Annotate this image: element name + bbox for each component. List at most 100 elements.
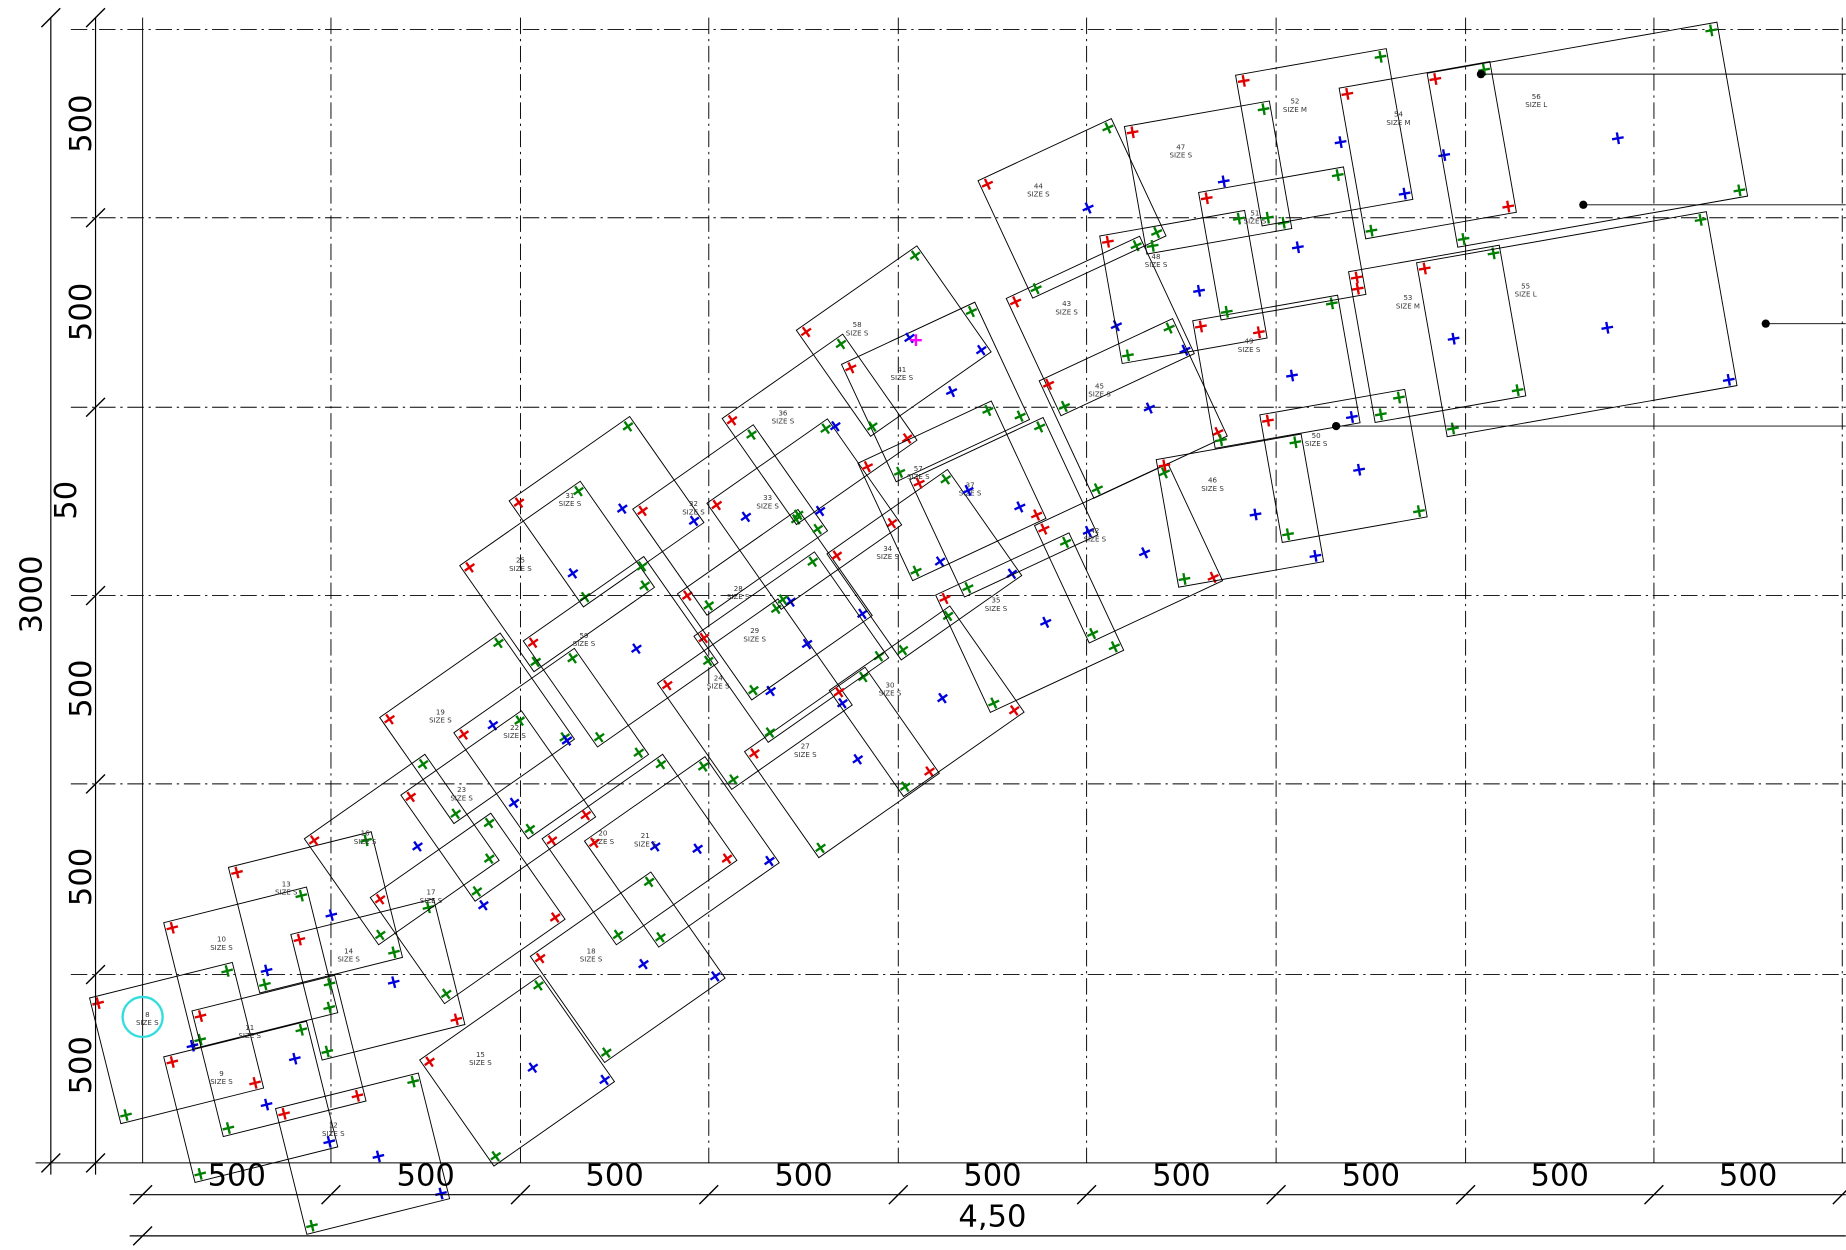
panel-number: 53 — [1403, 293, 1412, 302]
marker-cross — [857, 671, 869, 683]
marker-cross — [1193, 284, 1206, 297]
panel-size: SIZE S — [450, 793, 473, 802]
marker-cross — [1286, 369, 1299, 382]
marker-cross — [1334, 136, 1347, 149]
marker-cross — [508, 797, 520, 809]
marker-cross — [530, 656, 542, 668]
panel — [419, 974, 616, 1167]
panel-outline — [1155, 433, 1325, 588]
marker-cross — [702, 655, 714, 667]
panel-outline — [88, 961, 265, 1125]
marker-cross — [513, 497, 525, 509]
marker-cross — [852, 753, 864, 765]
marker-cross — [721, 853, 733, 865]
panel-number: 56 — [1532, 92, 1541, 101]
dim-label: 500 — [1342, 1159, 1400, 1194]
panel-outline — [1192, 294, 1361, 449]
panel — [88, 961, 265, 1125]
panel — [935, 532, 1125, 714]
panel-number: 13 — [282, 879, 291, 888]
marker-cross — [580, 809, 592, 821]
panel-number: 14 — [344, 946, 353, 955]
panel-number: 47 — [1176, 142, 1185, 151]
marker-cross — [492, 637, 504, 649]
marker-cross — [249, 1076, 262, 1089]
panel-size: SIZE S — [1201, 484, 1224, 493]
panel — [1198, 166, 1367, 321]
panel-number: 30 — [886, 680, 895, 689]
marker-cross — [1398, 187, 1411, 200]
marker-cross — [1705, 24, 1718, 37]
marker-cross — [746, 429, 758, 441]
dim-label: 500 — [64, 1036, 99, 1094]
marker-cross — [166, 1056, 179, 1068]
marker-cross — [987, 697, 1000, 709]
panel-number: 17 — [427, 888, 436, 897]
marker-cross — [800, 326, 812, 338]
panel-number: 22 — [510, 723, 519, 732]
marker-cross — [1082, 525, 1095, 538]
panel-number: 48 — [1152, 252, 1161, 261]
leader-dot — [1332, 421, 1341, 431]
marker-cross — [1237, 74, 1250, 87]
panel-size: SIZE S — [1305, 439, 1328, 448]
marker-cross — [1101, 235, 1114, 248]
marker-cross — [747, 684, 759, 696]
panel-outline — [656, 598, 853, 791]
marker-cross — [1261, 211, 1274, 224]
panel-size: SIZE M — [1386, 118, 1410, 127]
panel — [453, 647, 650, 840]
dim-tick — [85, 207, 106, 228]
panel — [369, 812, 566, 1005]
panel-outline — [693, 551, 890, 743]
marker-cross — [893, 466, 906, 479]
panel-number: 8 — [145, 1010, 149, 1019]
panel-size: SIZE S — [1238, 345, 1261, 354]
panel-number: 37 — [966, 480, 975, 489]
marker-cross — [323, 977, 336, 990]
panel-size: SIZE S — [210, 1077, 233, 1086]
marker-cross — [1158, 466, 1171, 479]
marker-cross — [703, 599, 715, 611]
panel — [977, 117, 1167, 299]
marker-cross — [845, 361, 857, 374]
marker-cross — [1325, 297, 1338, 310]
panel-outline — [163, 1020, 339, 1184]
marker-cross — [801, 638, 813, 650]
marker-cross — [387, 976, 400, 989]
dim-label: 500 — [1531, 1159, 1589, 1194]
marker-cross — [899, 781, 911, 793]
marker-cross — [1611, 132, 1624, 145]
marker-cross — [910, 334, 922, 347]
marker-cross — [372, 1150, 385, 1163]
panel-number: 20 — [598, 829, 607, 838]
marker-cross — [1502, 200, 1515, 213]
panel — [676, 508, 873, 701]
dim-label: 500 — [774, 1159, 832, 1194]
marker-cross — [612, 929, 624, 941]
panel — [909, 416, 1099, 598]
dim-label: 500 — [208, 1159, 266, 1194]
panel-outline — [453, 647, 650, 840]
panel-size: SIZE S — [1084, 534, 1107, 543]
panel-size: SIZE S — [879, 689, 902, 698]
panel-number: 19 — [436, 707, 445, 716]
panel-number: 25 — [516, 556, 525, 565]
panel-number: 35 — [991, 596, 1000, 605]
panel — [400, 710, 597, 902]
panel-size: SIZE S — [337, 955, 360, 964]
marker-cross — [1351, 282, 1364, 295]
marker-cross — [458, 729, 470, 741]
marker-cross — [655, 758, 667, 770]
dim-total: 4,50 — [958, 1200, 1026, 1235]
marker-cross — [405, 791, 417, 803]
marker-cross — [1722, 373, 1735, 386]
marker-cross — [962, 581, 974, 594]
panel-outline — [529, 871, 726, 1064]
marker-cross — [422, 901, 435, 914]
marker-cross — [910, 565, 922, 578]
panel-size: SIZE S — [743, 634, 766, 643]
marker-cross — [1457, 232, 1470, 245]
marker-cross — [727, 774, 739, 786]
